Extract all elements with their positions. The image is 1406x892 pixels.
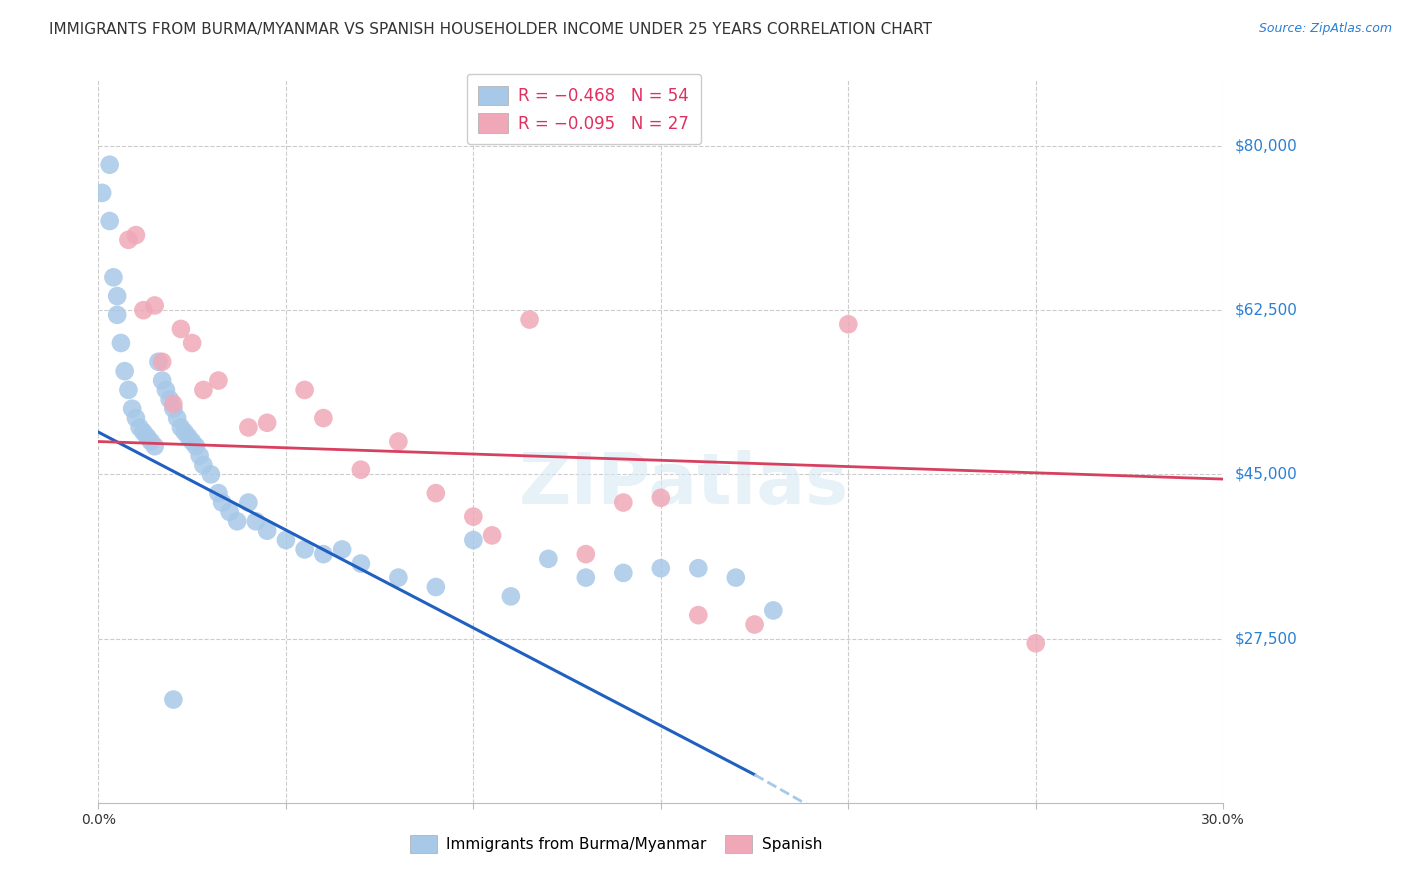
Point <box>155 383 177 397</box>
Point <box>575 547 598 561</box>
Point <box>143 439 166 453</box>
Point <box>499 590 522 604</box>
Point <box>181 336 204 351</box>
Point <box>162 692 184 706</box>
Point <box>256 524 278 538</box>
Point <box>226 514 249 528</box>
Point <box>91 186 114 200</box>
Point <box>188 449 211 463</box>
Point <box>166 411 188 425</box>
Point <box>181 434 204 449</box>
Point <box>162 401 184 416</box>
Point <box>200 467 222 482</box>
Point <box>387 434 409 449</box>
Point <box>150 374 173 388</box>
Text: IMMIGRANTS FROM BURMA/MYANMAR VS SPANISH HOUSEHOLDER INCOME UNDER 25 YEARS CORRE: IMMIGRANTS FROM BURMA/MYANMAR VS SPANISH… <box>49 22 932 37</box>
Point <box>481 528 503 542</box>
Point <box>537 551 560 566</box>
Point <box>1025 636 1047 650</box>
Text: $62,500: $62,500 <box>1234 302 1298 318</box>
Point <box>170 322 193 336</box>
Point <box>312 411 335 425</box>
Point <box>193 383 215 397</box>
Point <box>612 495 634 509</box>
Point <box>744 617 766 632</box>
Point <box>762 603 785 617</box>
Point <box>463 533 485 547</box>
Text: $45,000: $45,000 <box>1234 467 1298 482</box>
Text: $80,000: $80,000 <box>1234 138 1298 153</box>
Point <box>105 308 128 322</box>
Point <box>837 318 859 332</box>
Point <box>350 557 373 571</box>
Point <box>294 542 316 557</box>
Point <box>159 392 181 407</box>
Point <box>612 566 634 580</box>
Point <box>136 430 159 444</box>
Point <box>724 571 747 585</box>
Point <box>519 312 541 326</box>
Point <box>162 397 184 411</box>
Point <box>150 355 173 369</box>
Point <box>387 571 409 585</box>
Point <box>143 298 166 312</box>
Point <box>274 533 297 547</box>
Point <box>177 430 200 444</box>
Text: $27,500: $27,500 <box>1234 632 1298 646</box>
Point <box>125 228 148 243</box>
Point <box>117 233 139 247</box>
Point <box>425 486 447 500</box>
Point <box>425 580 447 594</box>
Point <box>294 383 316 397</box>
Point <box>132 425 155 439</box>
Point <box>173 425 195 439</box>
Point <box>98 214 121 228</box>
Point <box>245 514 267 528</box>
Point <box>193 458 215 472</box>
Point <box>128 420 150 434</box>
Point <box>117 383 139 397</box>
Point <box>238 420 260 434</box>
Point <box>105 289 128 303</box>
Point <box>350 463 373 477</box>
Point <box>98 158 121 172</box>
Point <box>184 439 207 453</box>
Point <box>125 411 148 425</box>
Point <box>330 542 353 557</box>
Point <box>238 495 260 509</box>
Point <box>575 571 598 585</box>
Point <box>148 355 170 369</box>
Point <box>650 561 672 575</box>
Point <box>103 270 125 285</box>
Point <box>688 561 710 575</box>
Point <box>688 608 710 623</box>
Point <box>312 547 335 561</box>
Point <box>463 509 485 524</box>
Point <box>218 505 240 519</box>
Point <box>170 420 193 434</box>
Legend: Immigrants from Burma/Myanmar, Spanish: Immigrants from Burma/Myanmar, Spanish <box>402 827 830 860</box>
Text: Source: ZipAtlas.com: Source: ZipAtlas.com <box>1258 22 1392 36</box>
Text: ZIPatlas: ZIPatlas <box>519 450 848 519</box>
Point <box>121 401 143 416</box>
Point <box>207 374 229 388</box>
Point <box>139 434 162 449</box>
Point <box>114 364 136 378</box>
Point <box>650 491 672 505</box>
Point <box>207 486 229 500</box>
Point <box>110 336 132 351</box>
Point <box>256 416 278 430</box>
Point <box>211 495 233 509</box>
Point <box>132 303 155 318</box>
